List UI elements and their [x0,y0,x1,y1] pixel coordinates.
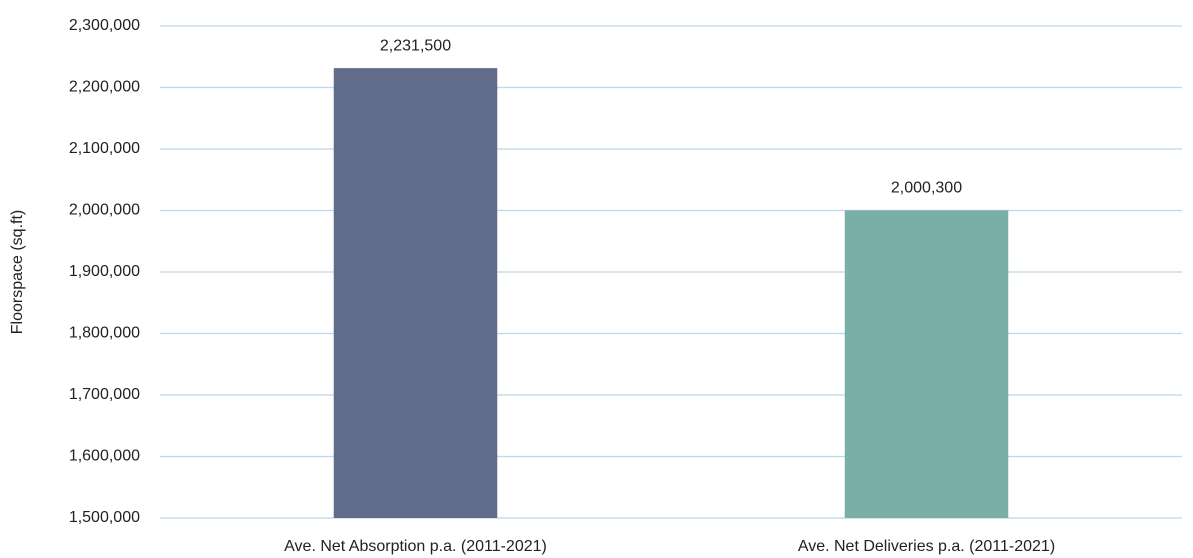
data-label: 2,231,500 [380,37,451,54]
y-tick-label: 2,300,000 [69,17,140,34]
y-axis-label: Floorspace (sq.ft) [9,210,26,334]
y-tick-label: 1,700,000 [69,386,140,403]
y-tick-label: 1,900,000 [69,263,140,280]
data-label: 2,000,300 [891,180,962,197]
y-tick-label: 1,500,000 [69,509,140,526]
y-tick-label: 2,100,000 [69,140,140,157]
bar [844,210,1009,519]
y-tick-label: 2,000,000 [69,202,140,219]
y-tick-label: 1,800,000 [69,325,140,342]
x-tick-label: Ave. Net Deliveries p.a. (2011-2021) [798,538,1055,555]
bar [333,68,498,518]
x-tick-label: Ave. Net Absorption p.a. (2011-2021) [284,538,547,555]
y-tick-label: 2,200,000 [69,79,140,96]
y-tick-label: 1,600,000 [69,448,140,465]
